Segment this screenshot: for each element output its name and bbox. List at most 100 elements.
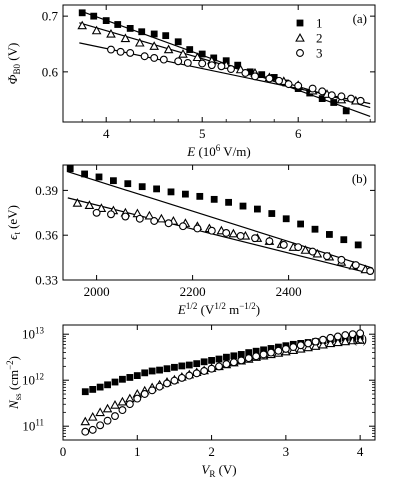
data-point-circle: [251, 72, 259, 81]
data-point-triangle: [310, 341, 321, 350]
data-point-square: [342, 107, 350, 115]
data-point-square: [153, 185, 160, 193]
data-point-circle: [348, 330, 357, 339]
panel-1: 4 5 6 0.6 0.7 (a) E (106 V/m) ΦB0 (V): [5, 4, 376, 159]
data-point-square: [223, 353, 230, 361]
legend-entry-3: 3: [296, 46, 323, 61]
data-point-square: [148, 367, 156, 375]
data-point-triangle: [333, 337, 343, 347]
data-point-circle: [265, 237, 274, 246]
y-tick-label: 0.36: [35, 228, 58, 243]
x-tick-label: 2400: [276, 284, 302, 299]
fit-line-series-1: [67, 171, 373, 269]
data-point-triangle: [117, 396, 128, 406]
data-point-circle: [155, 382, 164, 391]
data-point-square: [208, 357, 215, 364]
data-point-circle: [177, 373, 186, 382]
legend-label: 3: [316, 46, 323, 61]
data-point-square: [245, 349, 253, 356]
y-tick-label: 1012: [22, 372, 44, 388]
data-point-square: [234, 61, 242, 69]
y-tick-label: 0.7: [42, 9, 59, 24]
data-point-circle: [227, 65, 235, 74]
data-point-square: [126, 374, 134, 381]
legend-label: 1: [316, 16, 323, 31]
data-point-circle: [118, 406, 127, 415]
data-point-circle: [200, 367, 209, 375]
data-point-triangle: [228, 228, 239, 238]
data-point-square: [133, 372, 141, 379]
data-point-square: [282, 215, 290, 223]
data-point-square: [268, 210, 276, 217]
data-point-circle: [294, 243, 303, 252]
data-point-triangle: [134, 37, 145, 47]
data-point-square: [167, 188, 175, 196]
data-point-circle: [281, 344, 290, 353]
x-tick-label: 3: [283, 444, 290, 459]
data-point-triangle: [347, 335, 358, 345]
data-point-circle: [236, 231, 245, 240]
data-point-triangle: [87, 411, 98, 421]
panel-2: 2000 2200 2400 0.33 0.36 0.39 (b) E1/2 (V1/2 m−…: [5, 164, 376, 317]
data-point-triangle: [318, 339, 328, 349]
data-point-triangle: [178, 48, 188, 58]
data-point-square: [198, 50, 206, 58]
data-point-circle: [215, 362, 223, 371]
data-point-circle: [183, 58, 192, 67]
data-point-square: [78, 9, 86, 17]
x-tick-label: 6: [295, 126, 302, 141]
data-point-triangle: [156, 213, 167, 223]
data-point-circle: [185, 371, 194, 380]
data-point-square: [150, 30, 158, 38]
data-point-circle: [347, 94, 355, 103]
data-point-circle: [107, 210, 115, 219]
data-point-triangle: [149, 41, 160, 50]
data-point-circle: [241, 69, 250, 77]
data-point-circle: [337, 255, 346, 264]
data-point-circle: [92, 208, 101, 217]
data-point-circle: [222, 360, 231, 369]
data-point-square: [114, 21, 122, 28]
data-point-circle: [284, 80, 293, 89]
data-point-circle: [174, 57, 183, 66]
data-point-square: [95, 173, 103, 181]
data-point-circle: [217, 62, 226, 71]
y-tick-label: 0.33: [35, 273, 58, 288]
x-axis-title: E1/2 (V1/2 m−1/2): [177, 301, 260, 317]
data-point-triangle: [325, 338, 336, 348]
data-point-square: [260, 346, 267, 354]
data-point-square: [138, 28, 146, 36]
y-tick-label: 1013: [22, 326, 45, 342]
data-point-triangle: [163, 44, 174, 54]
data-point-square: [340, 236, 348, 244]
data-point-circle: [251, 234, 259, 243]
y-tick-label: 0.39: [35, 183, 58, 198]
data-point-circle: [267, 348, 275, 357]
data-point-square: [124, 180, 132, 188]
data-point-circle: [289, 343, 298, 352]
panel-3: 0 1 2 3 4 1011 1012 1013 (c) VR (V) Nss (cm−2): [5, 324, 376, 479]
data-point-square: [81, 388, 89, 396]
data-point-circle: [265, 74, 274, 83]
data-point-circle: [135, 214, 144, 223]
data-point-triangle: [84, 200, 95, 209]
y-tick-label: 1011: [22, 418, 44, 434]
data-point-triangle: [72, 198, 83, 207]
data-point-square: [174, 38, 182, 46]
data-point-circle: [274, 346, 283, 355]
data-point-circle: [326, 333, 335, 342]
data-point-square: [330, 99, 338, 106]
data-point-triangle: [340, 336, 351, 346]
data-point-circle: [229, 358, 238, 367]
data-point-circle: [207, 61, 216, 70]
data-point-square: [102, 17, 110, 24]
legend-label: 2: [316, 31, 323, 46]
data-point-circle: [337, 92, 346, 101]
x-axis-title: E (106 V/m): [186, 143, 251, 159]
data-point-square: [318, 95, 326, 102]
data-point-circle: [125, 400, 134, 409]
data-point-square: [104, 381, 111, 389]
x-tick-label: 1: [134, 444, 141, 459]
x-tick-label: 2000: [84, 284, 110, 299]
data-point-triangle: [355, 335, 365, 344]
